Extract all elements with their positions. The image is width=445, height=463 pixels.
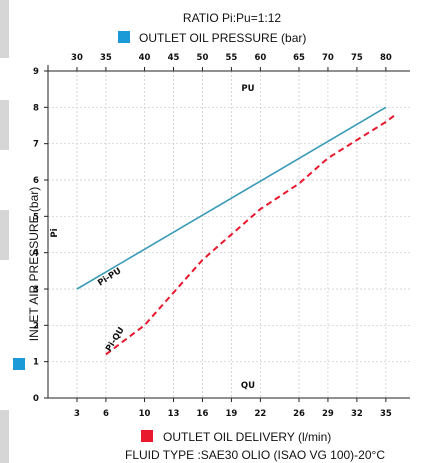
outlet-pressure-legend-swatch xyxy=(118,31,130,43)
y-axis-label: INLET AIR PRESSURE (bar) xyxy=(27,187,41,342)
y-tick-label: 3 xyxy=(33,285,39,295)
axes xyxy=(44,65,410,402)
y-tick-label: 4 xyxy=(33,249,39,259)
bottom-tick-label: 19 xyxy=(225,409,237,419)
top-axis-label: OUTLET OIL PRESSURE (bar) xyxy=(139,31,306,45)
pi-inner-label: Pi xyxy=(50,228,60,237)
y-tick-label: 0 xyxy=(33,394,39,404)
chart-title: RATIO Pi:Pu=1:12 xyxy=(183,11,281,25)
series-layer xyxy=(76,106,397,356)
top-tick-label: 55 xyxy=(225,53,237,63)
left-edge-strip xyxy=(0,0,9,58)
bottom-tick-label: 13 xyxy=(168,409,180,419)
qu-inner-label: QU xyxy=(241,381,255,391)
top-tick-label: 30 xyxy=(71,53,83,63)
y-tick-label: 7 xyxy=(33,140,39,150)
bottom-tick-label: 6 xyxy=(103,409,109,419)
top-tick-label: 35 xyxy=(100,53,112,63)
top-tick-label: 60 xyxy=(254,53,266,63)
inlet-air-legend-swatch xyxy=(13,358,25,370)
bottom-tick-label: 29 xyxy=(322,409,334,419)
series-line-pi-qu xyxy=(105,113,397,356)
top-tick-label: 50 xyxy=(197,53,209,63)
outlet-delivery-legend-swatch xyxy=(141,430,153,442)
pu-inner-label: PU xyxy=(241,84,254,94)
bottom-tick-label: 16 xyxy=(197,409,209,419)
bottom-tick-label: 32 xyxy=(351,409,363,419)
bottom-tick-label: 22 xyxy=(254,409,266,419)
bottom-tick-label: 35 xyxy=(380,409,392,419)
bottom-tick-label: 3 xyxy=(74,409,80,419)
top-tick-label: 75 xyxy=(351,53,363,63)
top-tick-label: 80 xyxy=(380,53,392,63)
tick-labels: 0123456789330635104013451650195522602665… xyxy=(33,53,392,419)
y-tick-label: 2 xyxy=(33,321,39,331)
top-tick-label: 70 xyxy=(322,53,334,63)
left-edge-strip xyxy=(0,210,9,260)
top-tick-label: 65 xyxy=(293,53,305,63)
top-tick-label: 40 xyxy=(139,53,151,63)
left-edge-strip xyxy=(0,410,9,463)
top-tick-label: 45 xyxy=(168,53,180,63)
bottom-axis-label: OUTLET OIL DELIVERY (l/min) xyxy=(163,430,331,444)
y-tick-label: 1 xyxy=(33,358,39,368)
bottom-tick-label: 26 xyxy=(293,409,305,419)
bottom-tick-label: 10 xyxy=(139,409,151,419)
y-tick-label: 9 xyxy=(33,67,39,77)
y-tick-label: 5 xyxy=(33,212,39,222)
y-tick-label: 6 xyxy=(33,176,39,186)
fluid-type-footer: FLUID TYPE :SAE30 OLIO (ISAO VG 100)-20°… xyxy=(125,448,385,462)
series-line-pi-pu xyxy=(76,106,387,290)
left-edge-strip xyxy=(0,100,9,150)
y-tick-label: 8 xyxy=(33,103,39,113)
